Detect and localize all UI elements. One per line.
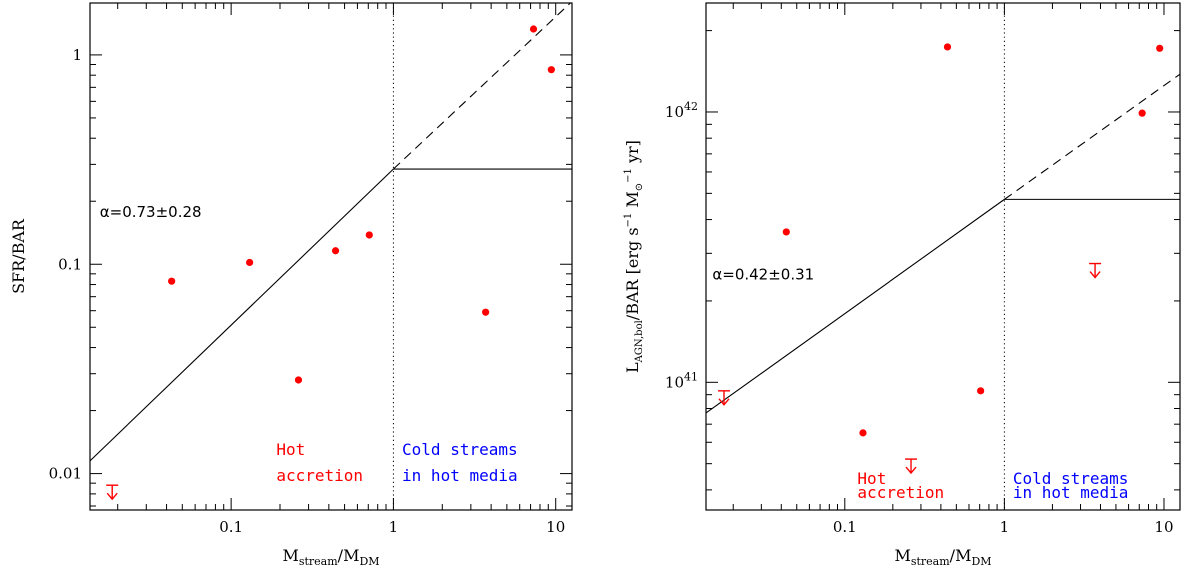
cold-streams-label: in hot media [1013,483,1129,502]
data-point [547,66,555,74]
cold-streams-label: in hot media [402,466,518,485]
data-point [246,258,254,267]
fit-line-extension [1004,73,1181,200]
slope-annotation: α=0.73±0.28 [100,203,202,221]
fit-line [89,168,394,462]
hot-accretion-label: accretion [857,483,944,502]
data-point [943,43,952,51]
y-tick-label: 0.01 [49,465,82,483]
x-axis-label: Mstream/MDM [894,546,991,568]
upper-limit-marker [1089,262,1102,279]
fit-line [705,198,1005,414]
y-axis-label: SFR/BAR [9,218,28,294]
data-point [294,376,303,384]
x-tick-label: 1 [389,518,399,536]
x-tick-label: 10 [1154,518,1173,536]
upper-limit-marker [717,390,730,406]
upper-limit-arrowhead [718,398,730,406]
data-point [482,308,490,316]
upper-limit-marker [106,484,119,501]
x-axis-label: Mstream/MDM [282,546,379,568]
upper-limit-marker [905,458,918,475]
y-tick-label: 1042 [665,100,698,121]
slope-annotation: α=0.42±0.31 [712,266,814,284]
plot-frame [705,2,1181,511]
data-point [168,277,176,285]
fit-line-extension [393,2,571,170]
cold-streams-label: Cold streams [1013,469,1129,488]
left-panel-sfr-vs-mass-ratio: 0.1 1 10 0.01 0.1 1 Mstream/MDM SFR/BAR α=0.73±0… [9,2,573,568]
data-point [1138,109,1146,117]
x-tick-label: 0.1 [219,518,243,536]
x-tick-label: 0.1 [833,518,857,536]
y-tick-label: 0.1 [58,255,82,273]
data-point [365,231,373,239]
x-tick-label: 1 [1000,518,1010,536]
hot-accretion-label: Hot [857,469,886,488]
right-panel-agn-vs-mass-ratio: 0.1 1 10 1041 1042 Mstream/MDM LAGN,bol/BAR [e… [623,2,1181,568]
x-tick-label: 10 [546,518,565,536]
y-tick-label: 1041 [665,370,698,391]
data-point [782,228,790,236]
y-tick-label: 1 [72,46,82,64]
data-point [529,25,538,33]
data-point [331,247,340,255]
plot-frame [89,2,573,511]
hot-accretion-label: accretion [276,466,363,485]
data-point [859,429,867,437]
upper-limit-arrowhead [905,466,917,475]
cold-streams-label: Cold streams [402,440,518,459]
y-axis-label: LAGN,bol/BAR [erg s−1 M⊙−1 yr] [623,140,645,373]
data-point [1156,44,1164,52]
data-point [977,387,985,395]
hot-accretion-label: Hot [276,440,305,459]
upper-limit-arrowhead [1089,271,1101,279]
upper-limit-arrowhead [106,492,118,501]
